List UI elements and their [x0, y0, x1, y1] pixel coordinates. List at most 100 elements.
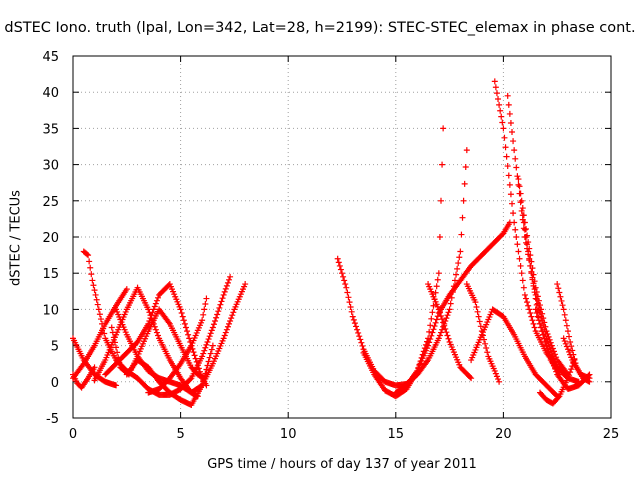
data-point — [540, 331, 547, 338]
data-point — [545, 348, 552, 355]
data-point — [562, 340, 569, 347]
data-point — [151, 303, 158, 310]
data-point — [339, 270, 345, 277]
data-point — [436, 234, 443, 240]
data-point — [435, 335, 442, 342]
data-point — [206, 354, 213, 361]
data-point — [437, 312, 444, 319]
x-axis-label: GPS time / hours of day 137 of year 2011 — [207, 457, 477, 472]
data-point — [214, 311, 221, 318]
data-point — [444, 332, 451, 339]
data-point — [510, 210, 517, 217]
data-point — [354, 326, 361, 333]
data-point — [512, 226, 519, 233]
y-tick-label: 35 — [42, 122, 59, 137]
data-point — [199, 317, 206, 324]
data-point — [535, 317, 542, 324]
x-tick-label: 0 — [69, 427, 77, 442]
data-point — [86, 258, 93, 265]
data-point — [559, 302, 566, 309]
data-point — [147, 315, 154, 322]
data-point — [550, 362, 557, 369]
data-point — [196, 368, 203, 375]
data-point — [426, 328, 433, 335]
data-point — [439, 161, 446, 168]
data-point — [221, 332, 228, 339]
data-point — [535, 297, 542, 304]
data-point — [514, 241, 521, 248]
data-point — [456, 254, 463, 261]
data-point — [352, 323, 359, 330]
data-point — [536, 320, 543, 327]
data-point — [193, 358, 200, 365]
data-point — [91, 287, 98, 294]
data-point — [88, 271, 95, 278]
data-point — [204, 362, 211, 369]
data-point — [553, 368, 560, 375]
data-point — [222, 329, 229, 336]
data-point — [564, 328, 571, 335]
data-point — [432, 289, 439, 296]
data-point — [518, 197, 525, 204]
data-point — [542, 323, 549, 330]
data-point — [199, 353, 206, 360]
data-point — [515, 181, 522, 188]
data-point — [532, 306, 539, 313]
data-point — [90, 282, 97, 289]
data-point — [505, 172, 512, 179]
data-point — [427, 322, 434, 329]
data-point — [206, 333, 213, 340]
series-12 — [360, 125, 447, 400]
data-point — [217, 301, 224, 308]
data-point — [145, 320, 152, 327]
data-point — [111, 339, 118, 346]
data-point — [547, 354, 554, 361]
data-point — [96, 311, 103, 318]
data-point — [209, 324, 216, 331]
data-point — [436, 332, 443, 339]
data-point — [442, 325, 449, 332]
data-point — [202, 344, 209, 351]
data-point — [567, 351, 574, 358]
x-tick-label: 5 — [176, 427, 184, 442]
data-point — [149, 309, 156, 316]
data-point — [462, 164, 469, 171]
data-point — [212, 317, 219, 324]
data-point — [190, 349, 197, 356]
data-point — [548, 357, 555, 364]
data-point — [215, 308, 222, 315]
data-point — [101, 330, 108, 337]
data-point — [495, 376, 502, 383]
series-11 — [334, 147, 470, 389]
data-point — [567, 369, 574, 376]
data-point — [222, 285, 229, 292]
data-point — [427, 336, 434, 343]
data-point — [496, 378, 503, 385]
data-point — [538, 306, 545, 313]
data-point — [547, 339, 554, 346]
data-point — [180, 317, 187, 324]
data-point — [226, 320, 233, 327]
data-point — [549, 345, 556, 352]
data-point — [454, 265, 461, 272]
data-point — [509, 200, 516, 207]
data-point — [505, 101, 512, 108]
data-point — [148, 312, 155, 319]
data-point — [468, 375, 475, 382]
data-point — [463, 147, 470, 154]
data-point — [223, 326, 230, 333]
y-tick-label: 40 — [42, 86, 59, 101]
data-point — [538, 324, 545, 331]
y-tick-label: -5 — [46, 412, 59, 427]
y-tick-label: 25 — [42, 195, 59, 210]
data-point — [224, 279, 231, 286]
y-axis-label: dSTEC / TECUs — [8, 190, 24, 286]
data-point — [346, 299, 353, 306]
series-3 — [70, 364, 98, 391]
data-point — [430, 302, 437, 309]
data-marks — [70, 78, 593, 408]
data-point — [345, 294, 352, 301]
data-point — [181, 320, 188, 327]
data-point — [567, 338, 574, 345]
data-point — [441, 322, 448, 329]
